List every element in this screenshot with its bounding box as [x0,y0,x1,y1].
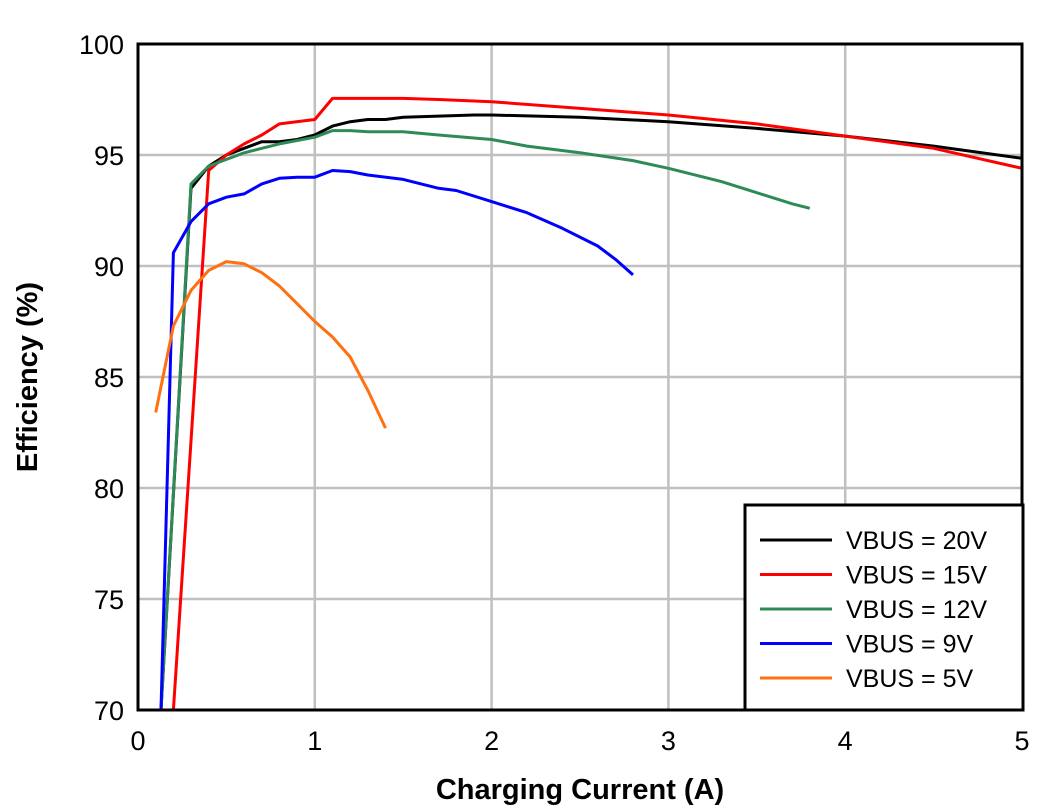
y-axis-label: Efficiency (%) [12,282,44,472]
series-line [159,169,634,710]
y-tick-labels: 70 75 80 85 90 95 100 [79,30,124,726]
plot-frame [136,42,1024,712]
x-tick-label: 3 [661,726,676,756]
x-tick-label: 0 [130,726,145,756]
x-tick-labels: 0 1 2 3 4 5 [130,726,1029,756]
x-tick-label: 1 [307,726,322,756]
y-tick-label: 70 [94,696,124,726]
x-axis-label: Charging Current (A) [436,774,724,806]
x-tick-label: 5 [1014,726,1029,756]
legend-label: VBUS = 15V [846,562,987,590]
legend-label: VBUS = 12V [846,596,987,624]
series-line [159,129,811,710]
legend-label: VBUS = 20V [846,527,987,555]
grid-lines [138,44,1022,710]
series-line [159,113,1022,710]
y-tick-label: 95 [94,141,124,171]
legend-label: VBUS = 5V [846,665,973,693]
x-tick-label: 2 [484,726,499,756]
legend-label: VBUS = 9V [846,631,973,659]
y-tick-label: 90 [94,252,124,282]
y-tick-label: 80 [94,474,124,504]
legend: VBUS = 20V VBUS = 15V VBUS = 12V VBUS = 9V V… [743,503,1025,712]
y-tick-label: 100 [79,30,124,60]
y-tick-label: 75 [94,585,124,615]
data-series [154,96,1022,710]
series-line [171,96,1022,710]
series-line [154,260,387,429]
x-tick-label: 4 [838,726,853,756]
y-tick-label: 85 [94,363,124,393]
